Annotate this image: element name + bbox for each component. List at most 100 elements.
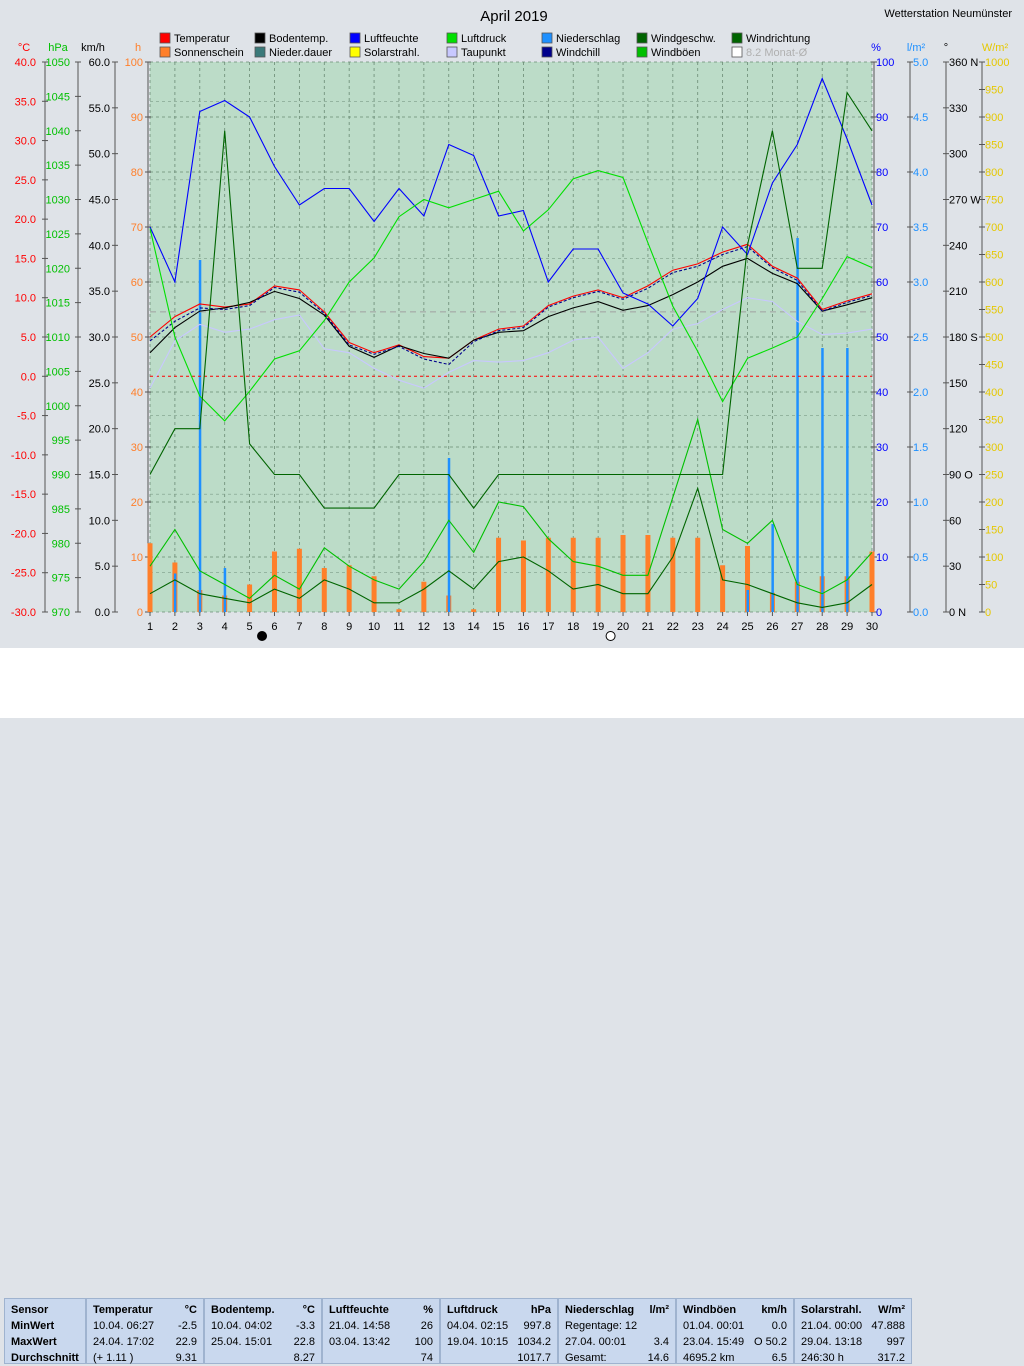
series-line bbox=[149, 417, 873, 599]
x-tick-label: 4 bbox=[222, 621, 228, 633]
rain-bar bbox=[447, 458, 451, 612]
axis-tick-label-pressure: 1050 bbox=[46, 57, 70, 69]
axis-tick-label-solar: 500 bbox=[985, 332, 1003, 344]
series-lines bbox=[149, 77, 873, 608]
series-line bbox=[149, 243, 873, 359]
axis-tick-label-sun: 70 bbox=[131, 222, 143, 234]
x-tick-label: 27 bbox=[791, 621, 803, 633]
stats-solarstrahl-: Solarstrahl. W/m² 21.04. 00:00 47.888 29.04.… bbox=[794, 1298, 912, 1364]
x-tick-label: 3 bbox=[197, 621, 203, 633]
x-tick-label: 26 bbox=[766, 621, 778, 633]
axis-tick-label-wind: 60.0 bbox=[89, 57, 110, 69]
stats-row: 01.04. 00:01 0.0 bbox=[683, 1320, 787, 1332]
axis-tick-label-temp: 25.0 bbox=[15, 175, 36, 187]
stats-header: Solarstrahl. W/m² bbox=[801, 1304, 905, 1316]
axis-tick-label-solar: 550 bbox=[985, 305, 1003, 317]
series-line bbox=[149, 486, 873, 608]
x-tick-label: 22 bbox=[667, 621, 679, 633]
axis-tick-label-direction: 120 bbox=[949, 424, 967, 436]
axis-tick-label-sun: 40 bbox=[131, 387, 143, 399]
axis-tick-label-wind: 15.0 bbox=[89, 470, 110, 482]
legend-swatch bbox=[636, 32, 648, 44]
series-line bbox=[149, 170, 873, 422]
axis-tick-label-sun: 50 bbox=[131, 332, 143, 344]
moon-full-icon bbox=[605, 631, 616, 641]
x-tick-label: 16 bbox=[517, 621, 529, 633]
legend-label: Nieder.dauer bbox=[269, 47, 332, 59]
axis-tick-label-rain: 4.0 bbox=[913, 167, 928, 179]
legend-swatch bbox=[541, 46, 553, 58]
rain-bar bbox=[846, 348, 849, 612]
stats-niederschlag: Niederschlag l/m² Regentage: 12 27.04. 00:0… bbox=[558, 1298, 676, 1364]
sun-bar bbox=[869, 551, 875, 612]
stats-row: Regentage: 12 bbox=[565, 1320, 638, 1332]
axis-tick-label-direction: 210 bbox=[949, 286, 967, 298]
axis-tick-label-rain: 1.5 bbox=[913, 442, 928, 454]
axis-unit-humidity: % bbox=[871, 42, 881, 54]
rain-bar bbox=[223, 568, 227, 612]
x-tick-label: 25 bbox=[741, 621, 753, 633]
stats-row: MinWert bbox=[11, 1320, 55, 1332]
stats-row: 04.04. 02:15 997.8 bbox=[447, 1320, 551, 1332]
legend-label: Taupunkt bbox=[461, 47, 506, 59]
stats-row: 246:30 h 317.2 bbox=[801, 1352, 905, 1364]
axis-tick-label-humidity: 100 bbox=[876, 57, 894, 69]
legend: Temperatur Bodentemp. Luftfeuchte Luftdruck… bbox=[159, 32, 810, 59]
reference-lines bbox=[150, 311, 872, 377]
axis-tick-label-solar: 700 bbox=[985, 222, 1003, 234]
axis-tick-label-sun: 100 bbox=[125, 57, 143, 69]
axis-unit-wind: km/h bbox=[81, 42, 105, 54]
x-tick-label: 28 bbox=[816, 621, 828, 633]
axis-tick-label-direction: 150 bbox=[949, 378, 967, 390]
axis-unit-pressure: hPa bbox=[48, 42, 68, 54]
sun-bar bbox=[545, 537, 551, 612]
legend-label: Sonnenschein bbox=[174, 47, 244, 59]
series-line bbox=[149, 257, 873, 359]
stats-row: 23.04. 15:49 O 50.2 bbox=[683, 1336, 787, 1348]
x-tick-label: 14 bbox=[468, 621, 480, 633]
axis-tick-label-sun: 90 bbox=[131, 112, 143, 124]
stats-row: 27.04. 00:01 3.4 bbox=[565, 1336, 669, 1348]
x-tick-label: 12 bbox=[418, 621, 430, 633]
axis-tick-label-pressure: 980 bbox=[52, 538, 70, 550]
x-tick-label: 29 bbox=[841, 621, 853, 633]
stats-row: 1017.7 bbox=[517, 1352, 551, 1364]
series-line bbox=[149, 91, 873, 510]
axis-tick-label-rain: 0.5 bbox=[913, 552, 928, 564]
axis-tick-label-wind: 45.0 bbox=[89, 195, 110, 207]
axis-tick-label-rain: 3.5 bbox=[913, 222, 928, 234]
rain-bar bbox=[771, 524, 774, 612]
sun-bar bbox=[496, 537, 502, 612]
x-tick-label: 9 bbox=[346, 621, 352, 633]
legend-swatch bbox=[349, 46, 361, 58]
axis-tick-label-solar: 950 bbox=[985, 85, 1003, 97]
stats-row: 21.04. 00:00 47.888 bbox=[801, 1320, 905, 1332]
sun-bar bbox=[695, 537, 701, 612]
stats-row: 25.04. 15:01 22.8 bbox=[211, 1336, 315, 1348]
axis-tick-label-wind: 40.0 bbox=[89, 240, 110, 252]
axis-unit-sun: h bbox=[135, 42, 141, 54]
x-tick-label: 18 bbox=[567, 621, 579, 633]
axis-tick-label-humidity: 60 bbox=[876, 277, 888, 289]
axis-tick-label-solar: 850 bbox=[985, 140, 1003, 152]
axis-tick-label-humidity: 80 bbox=[876, 167, 888, 179]
x-tick-label: 17 bbox=[542, 621, 554, 633]
legend-label: Temperatur bbox=[174, 33, 230, 45]
axis-tick-label-wind: 0.0 bbox=[95, 607, 110, 619]
axis-tick-label-rain: 5.0 bbox=[913, 57, 928, 69]
axis-tick-label-temp: 5.0 bbox=[21, 332, 36, 344]
axis-tick-label-sun: 30 bbox=[131, 442, 143, 454]
sun-bar bbox=[520, 540, 526, 612]
stats-bodentemp-: Bodentemp. °C 10.04. 04:02 -3.3 25.04. 15:01… bbox=[204, 1298, 322, 1364]
stats-row: 8.27 bbox=[293, 1352, 315, 1364]
station-name: Wetterstation Neumünster bbox=[884, 8, 1012, 20]
legend-label: Solarstrahl. bbox=[364, 47, 420, 59]
sun-bar bbox=[296, 548, 302, 612]
axis-tick-label-humidity: 70 bbox=[876, 222, 888, 234]
sun-bar bbox=[670, 537, 676, 612]
stats-header: Luftdruck hPa bbox=[447, 1304, 551, 1316]
weather-chart-page: April 2019 Wetterstation Neumünster Temp… bbox=[0, 8, 1024, 1364]
legend-swatch bbox=[349, 32, 361, 44]
x-tick-label: 2 bbox=[172, 621, 178, 633]
axis-unit-direction: ° bbox=[944, 42, 948, 54]
